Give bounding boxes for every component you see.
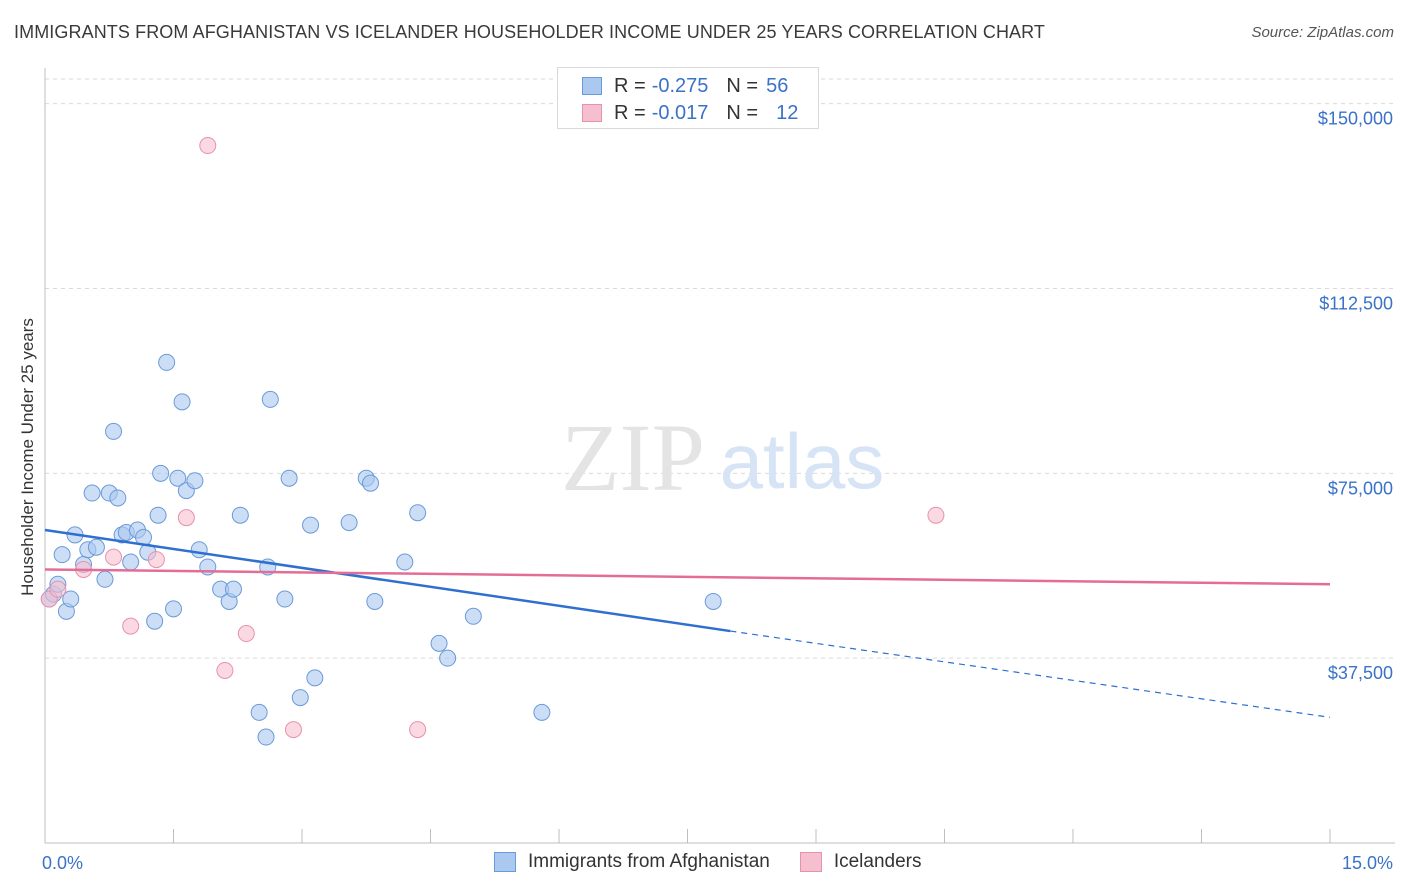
icelander-point: [177, 509, 195, 527]
afghanistan-point: [396, 553, 414, 571]
y-tick-labels: $37,500 $75,000 $112,500 $150,000: [1318, 109, 1393, 684]
afghanistan-point: [291, 689, 309, 707]
afghanistan-point: [224, 580, 242, 598]
x-tick-label: 15.0%: [1342, 853, 1393, 873]
afghanistan-point: [122, 553, 140, 571]
afghanistan-trend-line: [44, 528, 731, 633]
afghanistan-point: [152, 464, 170, 482]
icelander-point: [49, 580, 67, 598]
afghanistan-point: [83, 484, 101, 502]
afghanistan-point: [62, 590, 80, 608]
afghanistan-point: [276, 590, 294, 608]
icelander-point: [284, 721, 302, 739]
legend-swatch-pink: [582, 104, 602, 122]
afghanistan-point: [533, 703, 551, 721]
afghanistan-point: [158, 353, 176, 371]
afghanistan-point: [165, 600, 182, 618]
afghanistan-point: [430, 634, 448, 652]
afghanistan-point: [302, 516, 320, 534]
icelander-point: [237, 625, 255, 643]
afghanistan-trend-extension: [730, 630, 1331, 718]
x-tick-label: 0.0%: [42, 853, 83, 873]
afghanistan-point: [257, 728, 275, 746]
afghanistan-point: [261, 390, 279, 408]
icelander-point: [105, 548, 123, 566]
afghanistan-point: [190, 541, 208, 559]
afghanistan-point: [173, 393, 191, 411]
y-tick-label: $112,500: [1319, 293, 1393, 313]
n-label: N =: [726, 101, 759, 124]
afghanistan-point: [231, 506, 249, 524]
legend-swatch-pink: [799, 852, 822, 872]
afghanistan-point: [53, 546, 71, 564]
r-value: -0.275: [651, 74, 709, 97]
legend-swatch-blue: [582, 77, 602, 95]
afghanistan-point: [109, 489, 127, 507]
y-tick-label: $150,000: [1318, 109, 1393, 129]
series-legend: Immigrants from Afghanistan Icelanders: [494, 851, 952, 873]
afghanistan-point: [464, 607, 482, 625]
axes: [44, 68, 1395, 844]
r-value: -0.017: [651, 101, 709, 124]
chart-title: IMMIGRANTS FROM AFGHANISTAN VS ICELANDER…: [14, 22, 1046, 42]
afghanistan-point: [186, 472, 204, 490]
icelander-point: [122, 617, 140, 635]
y-axis-title: Householder Income Under 25 years: [18, 318, 37, 596]
afghanistan-point: [96, 570, 114, 588]
icelander-point: [147, 551, 165, 569]
afghanistan-point: [146, 612, 164, 630]
n-value: 56: [766, 74, 789, 97]
n-label: N =: [726, 74, 759, 97]
afghanistan-point: [366, 592, 384, 610]
y-tick-label: $75,000: [1328, 478, 1393, 498]
n-value: 12: [776, 101, 799, 124]
watermark-zip: ZIP: [561, 404, 705, 511]
watermark: ZIP atlas: [561, 404, 884, 511]
legend-item-icelanders: Icelanders: [799, 851, 922, 873]
icelander-point: [409, 721, 427, 739]
legend-swatch-blue: [494, 852, 516, 872]
afghanistan-point: [149, 506, 167, 524]
afghanistan-point: [105, 422, 123, 440]
legend-label-afghanistan: Immigrants from Afghanistan: [528, 851, 770, 872]
source-label: Source: ZipAtlas.com: [1251, 24, 1394, 41]
legend-row-afghanistan: R = -0.275 N = 56: [582, 73, 788, 99]
icelander-trend-line: [44, 568, 1331, 586]
legend-item-afghanistan: Immigrants from Afghanistan: [494, 851, 770, 873]
legend-label-icelanders: Icelanders: [833, 851, 922, 872]
afghanistan-point: [306, 669, 324, 687]
legend-row-icelanders: R = -0.017 N = 12: [582, 100, 798, 126]
correlation-legend: R = -0.275 N = 56 R = -0.017 N = 12: [557, 67, 819, 129]
watermark-atlas: atlas: [720, 417, 885, 505]
trend-lines: [44, 528, 1331, 718]
afghanistan-point: [439, 649, 457, 667]
x-tick-labels: 0.0% 15.0%: [42, 853, 1393, 873]
afghanistan-point: [704, 592, 722, 610]
data-points: [40, 137, 945, 746]
icelander-point: [199, 137, 217, 155]
afghanistan-point: [340, 514, 358, 532]
icelander-point: [927, 506, 945, 524]
icelander-point: [216, 661, 234, 679]
afghanistan-point: [280, 469, 298, 487]
afghanistan-point: [169, 469, 187, 487]
r-label: R =: [614, 74, 646, 97]
afghanistan-point: [250, 703, 268, 721]
r-label: R =: [614, 101, 646, 124]
afghanistan-point: [362, 474, 380, 492]
afghanistan-point: [409, 504, 427, 522]
y-tick-label: $37,500: [1328, 663, 1393, 683]
afghanistan-point: [87, 538, 105, 556]
